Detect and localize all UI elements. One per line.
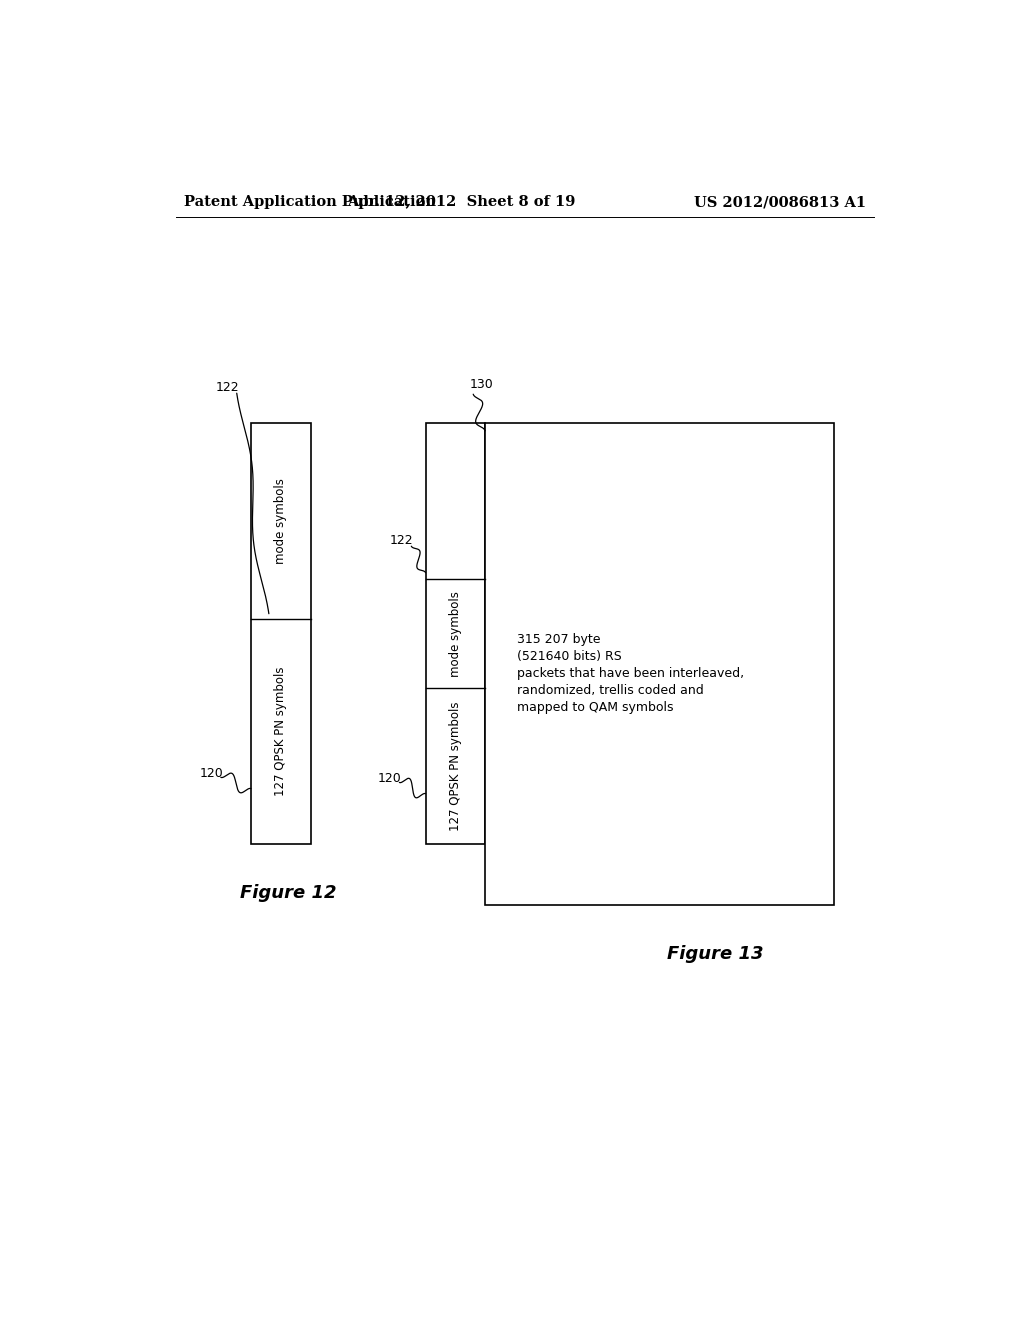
Text: mode symbols: mode symbols — [449, 590, 462, 677]
Text: Figure 12: Figure 12 — [241, 884, 337, 903]
Text: Patent Application Publication: Patent Application Publication — [183, 195, 435, 209]
Text: mode symbols: mode symbols — [274, 478, 288, 564]
Text: 122: 122 — [390, 533, 414, 546]
Text: 130: 130 — [469, 378, 493, 391]
Bar — [426, 422, 485, 845]
Text: 127 QPSK PN symbols: 127 QPSK PN symbols — [274, 667, 288, 796]
Bar — [485, 422, 835, 906]
Text: Figure 13: Figure 13 — [667, 945, 764, 964]
Bar — [251, 422, 310, 845]
Text: 120: 120 — [200, 767, 223, 780]
Text: Apr. 12, 2012  Sheet 8 of 19: Apr. 12, 2012 Sheet 8 of 19 — [347, 195, 575, 209]
Text: 120: 120 — [378, 772, 401, 785]
Text: US 2012/0086813 A1: US 2012/0086813 A1 — [694, 195, 866, 209]
Text: 127 QPSK PN symbols: 127 QPSK PN symbols — [449, 702, 462, 832]
Text: 315 207 byte
(521640 bits) RS
packets that have been interleaved,
randomized, tr: 315 207 byte (521640 bits) RS packets th… — [517, 634, 744, 714]
Text: 122: 122 — [215, 380, 239, 393]
